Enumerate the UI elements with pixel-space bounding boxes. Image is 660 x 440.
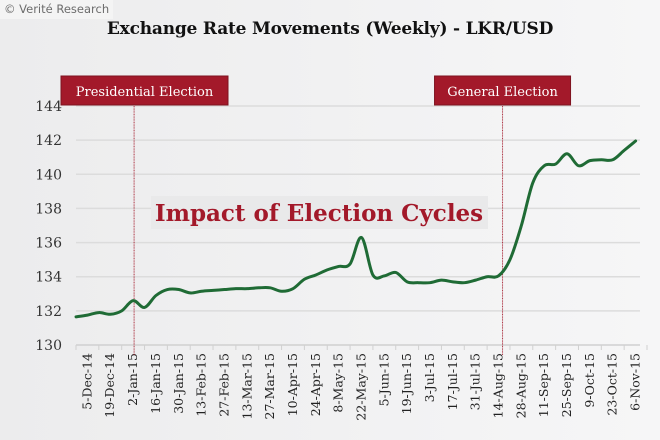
y-tick-label: 136 [35,236,62,252]
x-tick-label: 19-Dec-14 [102,353,117,418]
x-tick-label: 8-May-15 [331,353,346,413]
event-label: General Election [447,85,558,100]
x-tick-label: 14-Aug-15 [491,353,506,418]
x-tick-label: 19-Jun-15 [399,353,414,414]
x-tick-label: 22-May-15 [353,353,368,421]
annotation-box [151,196,488,229]
x-tick-label: 3-Jul-15 [422,353,437,402]
x-tick-label: 27-Mar-15 [262,353,277,420]
event-label: Presidential Election [76,85,214,100]
y-tick-label: 142 [35,133,62,149]
y-tick-label: 144 [35,99,62,115]
x-tick-label: 16-Jan-15 [148,353,163,414]
annotation-text: Impact of Election Cycles [155,200,483,227]
x-tick-label: 27-Feb-15 [216,353,231,417]
y-tick-label: 130 [35,338,62,354]
x-tick-label: 2-Jan-15 [125,353,140,406]
event-label-box [60,75,229,106]
chart-title: Exchange Rate Movements (Weekly) - LKR/U… [106,19,554,39]
y-tick-label: 140 [35,167,62,183]
x-tick-label: 31-Jul-15 [468,353,483,410]
x-tick-label: 28-Aug-15 [513,353,528,418]
watermark: © Verité Research [0,0,114,19]
series-line-lkr-usd [74,139,638,319]
y-tick-label: 132 [35,304,62,320]
x-tick-label: 13-Feb-15 [194,353,209,417]
event-label-box [434,75,572,106]
x-tick-label: 17-Jul-15 [445,353,460,410]
x-tick-label: 11-Sep-15 [536,353,551,417]
x-tick-label: 25-Sep-15 [559,353,574,417]
x-tick-label: 6-Nov-15 [628,353,643,411]
x-tick-label: 24-Apr-15 [308,353,323,416]
x-tick-label: 30-Jan-15 [171,353,186,414]
x-tick-label: 9-Oct-15 [582,353,597,408]
x-tick-label: 23-Oct-15 [605,353,620,416]
x-tick-label: 5-Dec-14 [79,353,94,410]
x-tick-label: 13-Mar-15 [239,353,254,420]
y-tick-label: 134 [35,270,62,286]
y-tick-label: 138 [35,201,62,217]
x-tick-label: 10-Apr-15 [285,353,300,416]
x-tick-label: 5-Jun-15 [376,353,391,406]
